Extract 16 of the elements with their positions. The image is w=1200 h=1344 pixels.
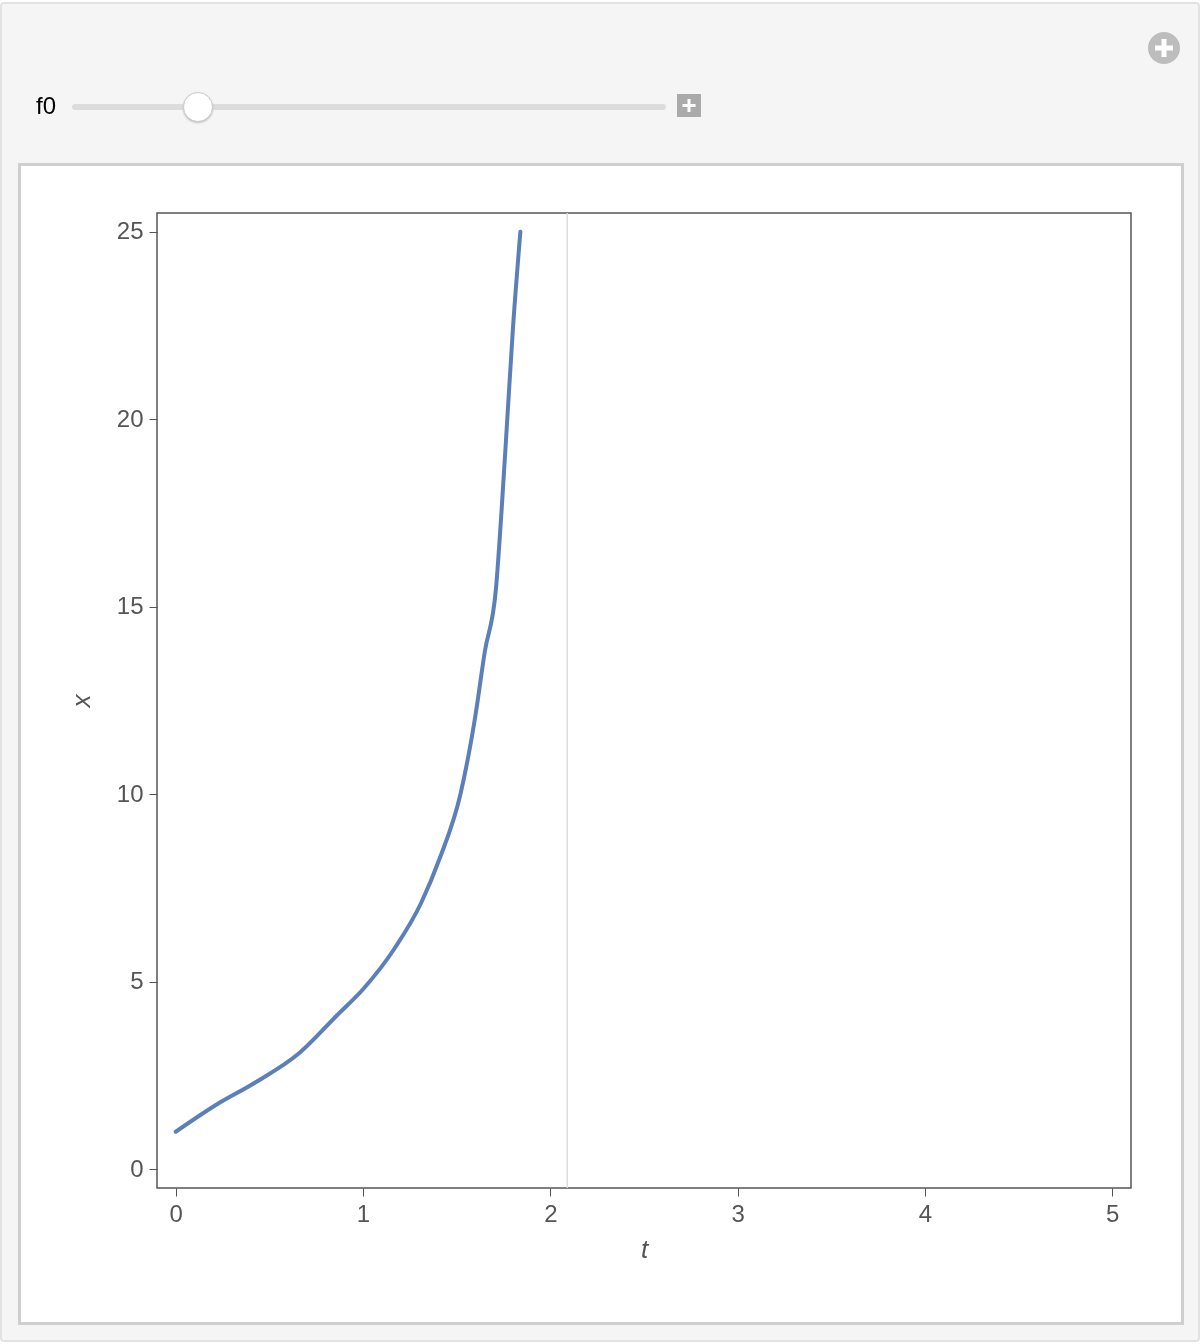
line-series [173, 229, 523, 1134]
x-tick-label: 5 [1106, 1199, 1120, 1227]
x-tick-label: 4 [918, 1199, 933, 1227]
x-tick-label: 1 [356, 1199, 371, 1227]
y-tick-label: 0 [130, 1154, 144, 1182]
x-tick-label: 2 [544, 1199, 558, 1227]
y-tick-label: 10 [116, 779, 144, 807]
y-tick-label: 20 [116, 404, 144, 432]
x-tick-label: 0 [169, 1199, 183, 1227]
y-tick-label: 5 [130, 967, 144, 995]
x-tick-label: 3 [731, 1199, 745, 1227]
y-axis-title: x [65, 693, 96, 710]
text: f0 [36, 92, 57, 120]
y-tick-label: 25 [116, 217, 144, 245]
y-tick-label: 15 [116, 592, 144, 620]
x-axis-title: t [640, 1233, 650, 1264]
